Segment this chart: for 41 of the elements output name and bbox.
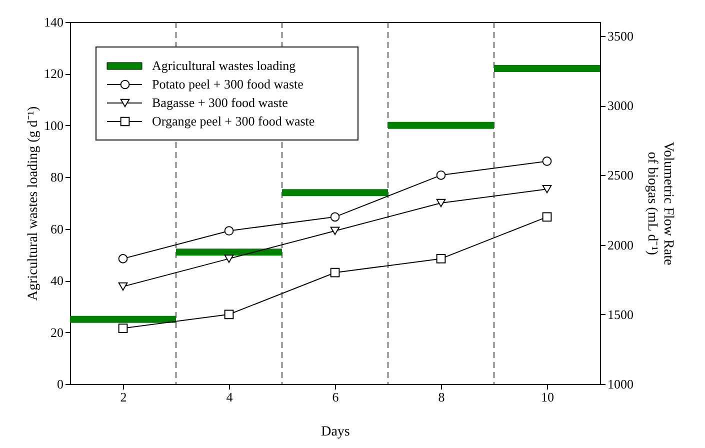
point (118, 254, 128, 264)
y2-axis-title: Volumetric Flow Rate of biogas (mL d⁻¹) (644, 142, 676, 266)
y-tick-label: 100 (44, 118, 64, 133)
y-tick-label: 80 (50, 170, 64, 185)
y2-tick-label: 3000 (608, 98, 634, 114)
point (542, 184, 552, 194)
x-tick-label: 8 (438, 390, 445, 404)
point (436, 198, 446, 208)
y-tick-label: 120 (44, 66, 64, 82)
y2-tick-label: 1000 (608, 376, 634, 392)
legend-label: Potato peel + 300 food waste (152, 76, 304, 92)
y-tick-label: 0 (57, 376, 64, 392)
point (224, 310, 234, 320)
point (436, 170, 446, 180)
point (330, 212, 340, 222)
y-tick-label: 40 (50, 273, 64, 288)
point (436, 254, 446, 264)
point (330, 226, 340, 235)
point (542, 212, 552, 222)
y2-tick-label: 1500 (608, 306, 634, 322)
y-tick-label: 60 (50, 221, 64, 236)
legend-label: Agricultural wastes loading (152, 58, 296, 73)
y-tick-label: 20 (50, 324, 64, 340)
legend-label: Organge peel + 300 food waste (152, 114, 315, 128)
point (118, 282, 128, 291)
y-axis-title: Agricultural wastes loading (g d⁻¹) (26, 106, 41, 301)
y2-tick-label: 2000 (608, 237, 634, 252)
x-tick-label: 4 (226, 390, 234, 404)
point (118, 324, 128, 333)
point (542, 156, 552, 166)
point (224, 226, 234, 236)
y-tick-label: 140 (44, 14, 64, 30)
x-axis-title: Days (321, 424, 350, 440)
point (224, 254, 234, 263)
x-tick-label: 10 (541, 390, 554, 404)
x-tick-label: 2 (120, 390, 127, 404)
legend-label: Bagasse + 300 food waste (152, 95, 288, 110)
y2-tick-label: 3500 (608, 28, 634, 44)
x-tick-label: 6 (332, 390, 340, 404)
point (330, 268, 340, 278)
y2-tick-label: 2500 (608, 168, 634, 183)
